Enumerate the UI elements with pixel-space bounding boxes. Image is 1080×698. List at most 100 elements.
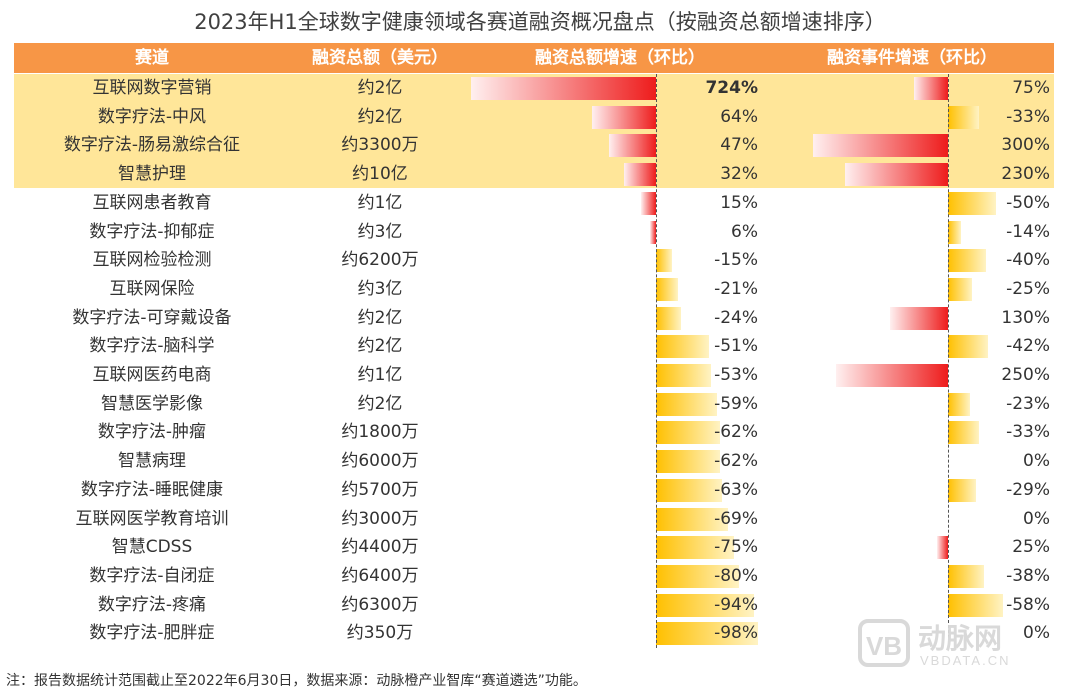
event-growth-label: 250% (1001, 365, 1050, 385)
amount-growth-bar (656, 277, 678, 301)
track-name: 互联网保险 (109, 278, 195, 299)
amount-growth-bar (656, 249, 672, 273)
amount-value: 约2亿 (357, 307, 403, 328)
event-growth-label: 25% (1012, 537, 1050, 558)
amount-value: 约2亿 (357, 336, 403, 357)
table-row: 互联网医药电商 约1亿 -53% 250% (14, 361, 1054, 390)
amount-growth-label: -80% (714, 565, 758, 586)
amount-value: 约1800万 (341, 422, 419, 443)
event-growth-label: -23% (1006, 393, 1050, 414)
amount-growth-label: 64% (720, 106, 758, 127)
chart-title: 2023年H1全球数字健康领域各赛道融资概况盘点（按融资总额增速排序） (194, 10, 886, 34)
track-name: 数字疗法-肠易激综合征 (63, 135, 241, 156)
event-growth-bar (835, 364, 948, 387)
amount-growth-bar (624, 163, 656, 187)
event-growth-bar (948, 593, 1004, 617)
event-growth-label: -42% (1006, 336, 1050, 357)
track-name: 智慧医学影像 (101, 393, 203, 414)
track-name: 互联网医学教育培训 (75, 508, 229, 529)
event-growth-label: 0% (1023, 451, 1050, 472)
amount-growth-bar (656, 335, 710, 359)
event-growth-zero-axis (948, 74, 949, 648)
amount-growth-bar (592, 105, 656, 129)
watermark-sub: VBDATA.CN (920, 653, 1010, 668)
track-name: 数字疗法-自闭症 (89, 565, 215, 586)
amount-growth-label: 6% (731, 221, 758, 242)
amount-growth-bar (641, 191, 656, 215)
header-amount: 融资总额（美元） (312, 48, 448, 68)
event-growth-label: 300% (1001, 135, 1050, 156)
table-row: 互联网检验检测 约6200万 -15% -40% (14, 246, 1054, 275)
amount-growth-label: -24% (714, 307, 758, 328)
amount-value: 约1亿 (357, 192, 403, 213)
track-name: 互联网数字营销 (92, 78, 212, 98)
svg-text:VB: VB (866, 631, 902, 661)
amount-growth-label: -62% (714, 422, 758, 443)
amount-growth-label: -75% (714, 537, 758, 558)
event-growth-bar (889, 306, 948, 330)
track-name: 数字疗法-可穿戴设备 (72, 307, 232, 328)
amount-growth-bar (650, 220, 656, 244)
event-growth-bar (948, 191, 996, 215)
amount-value: 约350万 (346, 623, 414, 644)
amount-growth-label: -59% (714, 393, 758, 414)
event-growth-label: -40% (1006, 250, 1050, 271)
track-name: 数字疗法-中风 (97, 106, 207, 127)
table-row: 数字疗法-疼痛 约6300万 -94% -58% (14, 591, 1054, 620)
amount-growth-label: 32% (720, 164, 758, 185)
amount-growth-bar (656, 421, 721, 445)
event-growth-label: 230% (1001, 164, 1050, 185)
amount-growth-label: -21% (714, 278, 758, 299)
track-name: 智慧护理 (118, 164, 186, 185)
event-growth-bar (948, 277, 972, 301)
event-growth-bar (948, 105, 980, 129)
table-header: 赛道 融资总额（美元） 融资总额增速（环比） 融资事件增速（环比） (14, 43, 1054, 73)
amount-value: 约3300万 (341, 135, 419, 156)
table-row: 数字疗法-抑郁症 约3亿 6% -14% (14, 218, 1054, 247)
amount-growth-label: -94% (714, 594, 758, 615)
event-growth-label: -33% (1006, 106, 1050, 127)
amount-growth-bar (656, 478, 722, 502)
event-growth-label: 0% (1023, 508, 1050, 529)
track-name: 数字疗法-脑科学 (89, 336, 215, 357)
event-growth-bar (844, 163, 948, 187)
amount-growth-bar (656, 450, 721, 474)
amount-growth-label: -62% (714, 451, 758, 472)
table-row: 数字疗法-脑科学 约2亿 -51% -42% (14, 332, 1054, 361)
event-growth-bar (948, 478, 976, 502)
amount-value: 约6400万 (341, 565, 419, 586)
track-name: 数字疗法-睡眠健康 (80, 479, 224, 500)
amount-growth-label: -15% (714, 250, 758, 271)
table-row: 数字疗法-中风 约2亿 64% -33% (14, 103, 1054, 132)
event-growth-bar (914, 77, 948, 100)
amount-growth-bar (656, 392, 718, 416)
event-growth-bar (948, 564, 985, 588)
amount-value: 约3亿 (357, 221, 403, 242)
track-name: 智慧CDSS (111, 537, 193, 558)
track-name: 智慧病理 (118, 451, 186, 472)
amount-growth-label: -53% (714, 365, 758, 385)
header-track: 赛道 (135, 48, 169, 68)
footnote: 注：报告数据统计范围截止至2022年6月30日，数据来源：动脉橙产业智库“赛道遴… (6, 673, 587, 689)
header-amount-growth: 融资总额增速（环比） (535, 48, 705, 68)
amount-growth-label: -69% (714, 508, 758, 529)
amount-value: 约6000万 (341, 451, 419, 472)
table-row: 数字疗法-肠易激综合征 约3300万 47% 300% (14, 131, 1054, 160)
vbdata-logo: VB 动脉网 VBDATA.CN (858, 619, 1010, 668)
amount-growth-bar (609, 134, 656, 158)
amount-value: 约1亿 (357, 365, 403, 385)
event-growth-label: 130% (1001, 307, 1050, 328)
amount-growth-label: -98% (714, 623, 758, 644)
amount-growth-bar (656, 364, 712, 387)
table-row: 互联网数字营销 约2亿 724% 75% (14, 74, 1054, 103)
amount-growth-bar (471, 77, 656, 100)
event-growth-label: -58% (1006, 594, 1050, 615)
amount-value: 约2亿 (357, 106, 403, 127)
table-row: 智慧医学影像 约2亿 -59% -23% (14, 390, 1054, 419)
event-growth-bar (948, 421, 980, 445)
table-row: 互联网患者教育 约1亿 15% -50% (14, 189, 1054, 218)
event-growth-bar (948, 335, 988, 359)
amount-growth-label: 15% (720, 192, 758, 213)
table-row: 数字疗法-自闭症 约6400万 -80% -38% (14, 562, 1054, 591)
event-growth-bar (813, 134, 948, 158)
